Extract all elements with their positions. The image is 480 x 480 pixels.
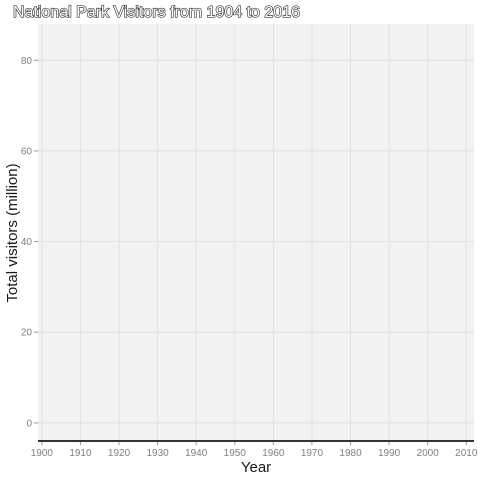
y-axis-ticks: 0 20 40 60 80: [21, 56, 38, 429]
x-tick-label: 1980: [339, 448, 362, 459]
y-tick-label: 80: [21, 56, 33, 67]
x-tick-label: 1910: [69, 448, 92, 459]
x-tick-label: 1940: [185, 448, 208, 459]
x-axis-ticks: 1900 1910 1920 1930 1940 1950 1960 1970 1980 1990…: [31, 441, 478, 459]
y-tick-label: 20: [21, 328, 33, 339]
x-tick-label: 2000: [417, 448, 440, 459]
y-tick-label: 40: [21, 237, 33, 248]
x-axis-label: Year: [241, 459, 271, 476]
x-tick-label: 1970: [301, 448, 324, 459]
y-tick-label: 60: [21, 146, 33, 157]
grid-lines: [38, 24, 474, 441]
x-tick-label: 1950: [224, 448, 247, 459]
x-tick-label: 1960: [262, 448, 285, 459]
plot-panel: [38, 24, 474, 441]
x-tick-label: 1900: [31, 448, 54, 459]
y-axis-label: Total visitors (million): [4, 163, 21, 302]
x-tick-label: 1920: [108, 448, 131, 459]
y-tick-label: 0: [26, 418, 32, 429]
x-tick-label: 1930: [146, 448, 169, 459]
chart-title: National Park Visitors from 1904 to 2016: [13, 4, 300, 21]
x-tick-label: 2010: [455, 448, 478, 459]
x-tick-label: 1990: [378, 448, 401, 459]
